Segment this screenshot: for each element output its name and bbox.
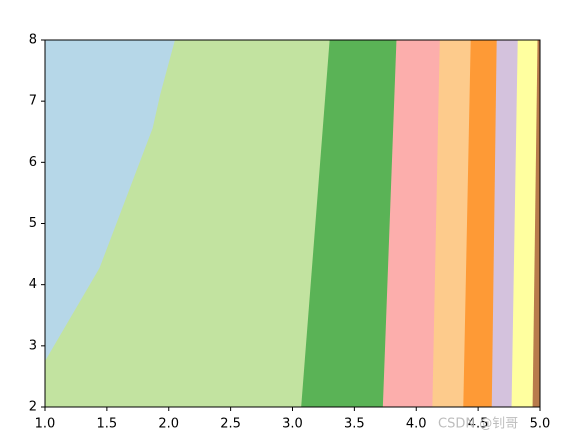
x-tick-label: 1.5 bbox=[97, 417, 118, 432]
x-tick-label: 3.0 bbox=[282, 417, 303, 432]
y-tick-label: 8 bbox=[29, 33, 37, 48]
y-tick-label: 3 bbox=[29, 338, 37, 353]
x-tick-label: 3.5 bbox=[344, 417, 365, 432]
x-tick-label: 4.5 bbox=[468, 417, 489, 432]
y-tick-label: 6 bbox=[29, 155, 37, 170]
watermark: CSDN @钊哥 bbox=[438, 417, 518, 432]
x-tick-label: 2.5 bbox=[220, 417, 241, 432]
contour-region bbox=[45, 40, 175, 362]
y-tick-label: 5 bbox=[29, 216, 37, 231]
y-tick-label: 4 bbox=[29, 277, 37, 292]
x-tick-label: 5.0 bbox=[530, 417, 551, 432]
x-tick-label: 1.0 bbox=[35, 417, 56, 432]
x-tick-label: 2.0 bbox=[158, 417, 179, 432]
contour-regions bbox=[45, 40, 540, 407]
y-tick-label: 7 bbox=[29, 94, 37, 109]
x-tick-label: 4.0 bbox=[406, 417, 427, 432]
y-tick-label: 2 bbox=[29, 400, 37, 415]
